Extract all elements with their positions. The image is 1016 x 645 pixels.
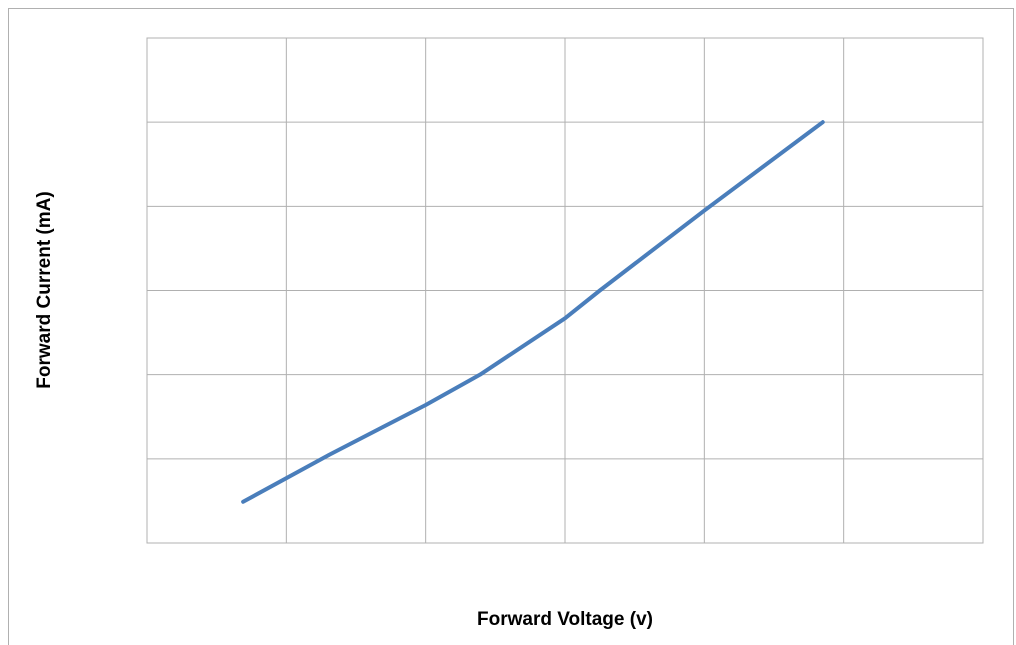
data-line	[241, 120, 825, 504]
x-axis-label: Forward Voltage (v)	[477, 609, 653, 630]
y-axis-label: Forward Current (mA)	[34, 191, 55, 388]
chart-frame	[8, 8, 1014, 645]
